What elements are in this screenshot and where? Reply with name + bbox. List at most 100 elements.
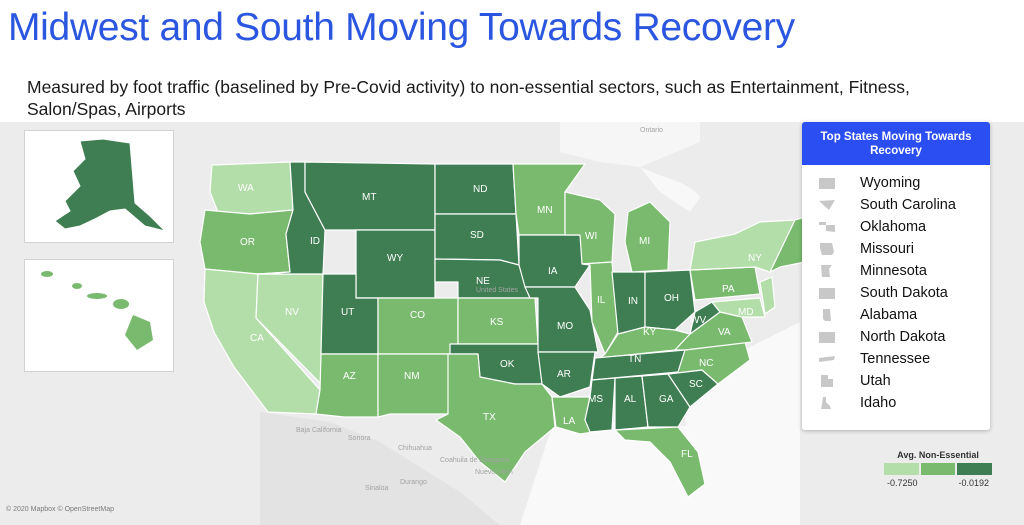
label-durango: Durango [400, 479, 427, 486]
hawaii-inset-svg [41, 271, 153, 350]
hawaii-inset[interactable] [24, 259, 174, 372]
label-co: CO [410, 310, 425, 321]
state-ak[interactable] [54, 138, 167, 232]
label-id: ID [310, 236, 320, 247]
label-md: MD [738, 307, 754, 318]
top-state-label: Oklahoma [860, 219, 927, 235]
label-va: VA [718, 327, 731, 338]
south-dakota-shape-icon [819, 288, 835, 299]
label-tx: TX [483, 412, 496, 423]
label-sd: SD [470, 230, 484, 241]
top-state-label: Alabama [860, 307, 918, 323]
state-oh[interactable] [644, 269, 696, 331]
label-or: OR [240, 237, 255, 248]
legend-max-label: -0.0192 [958, 478, 989, 488]
top-state-label: Minnesota [860, 263, 927, 279]
great-lakes-hint [640, 167, 700, 212]
alabama-shape-icon [823, 309, 831, 321]
color-legend: Avg. Non-Essential -0.7250 -0.0192 [884, 450, 993, 492]
label-ok: OK [500, 359, 515, 370]
label-ky: KY [643, 327, 657, 338]
state-fl[interactable] [614, 426, 706, 498]
label-united-states: United States [476, 287, 519, 294]
state-wy[interactable] [355, 229, 436, 299]
list-item[interactable]: South Dakota [818, 282, 990, 304]
list-item[interactable]: Missouri [818, 238, 990, 260]
label-baja: Baja California [296, 427, 342, 434]
page-title: Midwest and South Moving Towards Recover… [8, 6, 795, 49]
hawaii-island-big [125, 315, 153, 350]
legend-swatch-light [884, 463, 919, 475]
utah-shape-icon [821, 375, 833, 387]
list-item[interactable]: Tennessee [818, 348, 990, 370]
state-hi[interactable] [41, 271, 153, 350]
legend-labels: -0.7250 -0.0192 [884, 478, 992, 488]
hawaii-island-kauai [41, 271, 53, 277]
label-ar: AR [557, 369, 571, 380]
label-nuevo-leon: Nuevo León [475, 469, 513, 476]
top-state-label: Idaho [860, 395, 897, 411]
list-item[interactable]: Alabama [818, 304, 990, 326]
state-az[interactable] [315, 353, 379, 418]
state-ga[interactable] [641, 373, 691, 428]
list-item[interactable]: Minnesota [818, 260, 990, 282]
label-la: LA [563, 416, 576, 427]
label-wv: WV [690, 315, 706, 326]
top-state-label: South Carolina [860, 197, 956, 213]
state-nm[interactable] [377, 353, 451, 418]
state-tx[interactable] [435, 353, 556, 483]
label-mi: MI [639, 236, 650, 247]
state-ia[interactable] [518, 234, 591, 288]
list-item[interactable]: South Carolina [818, 194, 990, 216]
page-subtitle: Measured by foot traffic (baselined by P… [27, 77, 910, 119]
label-nm: NM [404, 371, 420, 382]
label-ut: UT [341, 307, 354, 318]
top-state-label: Utah [860, 373, 891, 389]
state-ar[interactable] [537, 351, 596, 398]
legend-title: Avg. Non-Essential [897, 450, 979, 460]
hawaii-island-molokai [87, 293, 107, 299]
label-nc: NC [699, 358, 713, 369]
top-state-label: South Dakota [860, 285, 948, 301]
list-item[interactable]: Wyoming [818, 172, 990, 194]
label-mn: MN [537, 205, 553, 216]
top-states-header: Top States Moving Towards Recovery [802, 122, 990, 165]
label-mt: MT [362, 192, 376, 203]
top-state-label: Wyoming [860, 175, 921, 191]
label-ca: CA [250, 333, 264, 344]
label-wa: WA [238, 183, 254, 194]
label-az: AZ [343, 371, 356, 382]
top-state-label: Missouri [860, 241, 914, 257]
list-item[interactable]: Oklahoma [818, 216, 990, 238]
label-ia: IA [548, 266, 558, 277]
legend-min-label: -0.7250 [887, 478, 918, 488]
ontario-water-hint [560, 122, 700, 167]
top-states-list: Wyoming South Carolina Oklahoma Missouri… [802, 172, 990, 414]
label-ontario: Ontario [640, 127, 663, 134]
state-md[interactable] [711, 297, 766, 318]
alaska-inset[interactable] [24, 130, 174, 243]
state-nj[interactable] [759, 276, 776, 315]
legend-swatch-dark [957, 463, 993, 475]
mexico-land [260, 412, 500, 525]
label-il: IL [597, 295, 606, 306]
list-item[interactable]: Utah [818, 370, 990, 392]
label-ms: MS [588, 394, 603, 405]
label-ks: KS [490, 317, 504, 328]
top-states-panel: Top States Moving Towards Recovery Wyomi… [802, 122, 990, 430]
label-coahuila: Coahuila de Zaragoza [440, 457, 509, 464]
label-ny: NY [748, 253, 762, 264]
state-mi[interactable] [624, 201, 671, 273]
label-ga: GA [659, 394, 674, 405]
state-co[interactable] [377, 297, 459, 355]
hawaii-island-maui [113, 299, 129, 309]
top-state-label: Tennessee [860, 351, 931, 367]
label-sonora: Sonora [348, 435, 371, 442]
label-wy: WY [387, 253, 403, 264]
list-item[interactable]: North Dakota [818, 326, 990, 348]
idaho-shape-icon [821, 397, 831, 409]
legend-swatch-mid [920, 463, 956, 475]
label-nv: NV [285, 307, 299, 318]
list-item[interactable]: Idaho [818, 392, 990, 414]
south-carolina-shape-icon [819, 200, 835, 210]
